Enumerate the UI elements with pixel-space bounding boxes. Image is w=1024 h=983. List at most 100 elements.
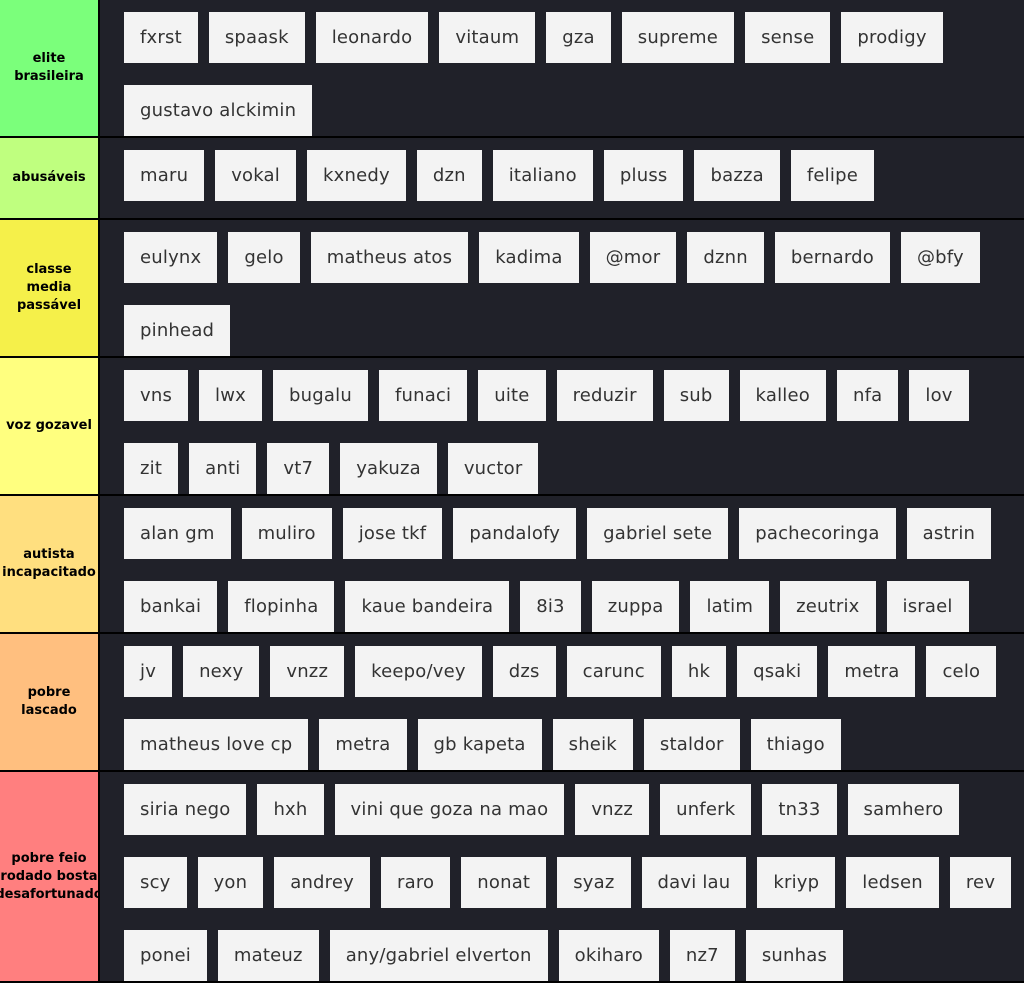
tier-item[interactable]: davi lau — [641, 857, 747, 908]
tier-item[interactable]: staldor — [643, 719, 740, 770]
tier-item[interactable]: pluss — [603, 150, 684, 201]
tier-item[interactable]: @bfy — [900, 232, 980, 283]
tier-item[interactable]: felipe — [790, 150, 874, 201]
tier-item[interactable]: jv — [124, 646, 173, 697]
tier-item[interactable]: gabriel sete — [587, 508, 729, 559]
tier-item[interactable]: spaask — [208, 12, 305, 63]
tier-item[interactable]: gza — [546, 12, 611, 63]
tier-item[interactable]: dzs — [492, 646, 556, 697]
tier-item[interactable]: any/gabriel elverton — [329, 930, 548, 981]
tier-label[interactable]: autista incapacitado — [0, 496, 100, 632]
tier-item[interactable]: syaz — [557, 857, 631, 908]
tier-item[interactable]: scy — [124, 857, 187, 908]
tier-item[interactable]: 8i3 — [520, 581, 581, 632]
tier-label[interactable]: abusáveis — [0, 138, 100, 218]
tier-item[interactable]: gb kapeta — [417, 719, 542, 770]
tier-item[interactable]: bugalu — [273, 370, 368, 421]
tier-item[interactable]: prodigy — [841, 12, 943, 63]
tier-item[interactable]: yakuza — [340, 443, 437, 494]
tier-item[interactable]: fxrst — [124, 12, 198, 63]
tier-item[interactable]: lwx — [199, 370, 263, 421]
tier-item[interactable]: qsaki — [737, 646, 818, 697]
tier-item[interactable]: israel — [886, 581, 969, 632]
tier-item[interactable]: celo — [926, 646, 997, 697]
tier-item[interactable]: nfa — [836, 370, 899, 421]
tier-item[interactable]: ledsen — [846, 857, 939, 908]
tier-item[interactable]: hk — [671, 646, 727, 697]
tier-item[interactable]: vini que goza na mao — [334, 784, 565, 835]
tier-item[interactable]: gelo — [228, 232, 300, 283]
tier-item[interactable]: zit — [124, 443, 179, 494]
tier-item[interactable]: flopinha — [228, 581, 335, 632]
tier-item[interactable]: dzn — [416, 150, 482, 201]
tier-item[interactable]: rev — [949, 857, 1012, 908]
tier-item[interactable]: dznn — [687, 232, 764, 283]
tier-item[interactable]: matheus atos — [310, 232, 469, 283]
tier-item[interactable]: zuppa — [591, 581, 680, 632]
tier-label[interactable]: pobre lascado — [0, 634, 100, 770]
tier-item[interactable]: latim — [690, 581, 770, 632]
tier-item[interactable]: nonat — [461, 857, 547, 908]
tier-item[interactable]: vt7 — [267, 443, 330, 494]
tier-item[interactable]: kaue bandeira — [345, 581, 510, 632]
tier-item[interactable]: kxnedy — [307, 150, 406, 201]
tier-item[interactable]: metra — [828, 646, 916, 697]
tier-item[interactable]: thiago — [750, 719, 841, 770]
tier-item[interactable]: supreme — [621, 12, 735, 63]
tier-item[interactable]: vnzz — [575, 784, 650, 835]
tier-item[interactable]: keepo/vey — [355, 646, 482, 697]
tier-item[interactable]: lov — [909, 370, 969, 421]
tier-item[interactable]: sunhas — [745, 930, 844, 981]
tier-item[interactable]: mateuz — [217, 930, 319, 981]
tier-item[interactable]: bankai — [124, 581, 218, 632]
tier-item[interactable]: italiano — [492, 150, 593, 201]
tier-item[interactable]: vuctor — [447, 443, 539, 494]
tier-item[interactable]: pachecoringa — [739, 508, 896, 559]
tier-label[interactable]: voz gozavel — [0, 358, 100, 494]
tier-item[interactable]: vns — [124, 370, 189, 421]
tier-item[interactable]: pandalofy — [453, 508, 577, 559]
tier-label[interactable]: elite brasileira — [0, 0, 100, 136]
tier-item[interactable]: hxh — [257, 784, 324, 835]
tier-item[interactable]: andrey — [274, 857, 371, 908]
tier-item[interactable]: kriyp — [757, 857, 836, 908]
tier-item[interactable]: bazza — [694, 150, 780, 201]
tier-item[interactable]: uite — [478, 370, 546, 421]
tier-item[interactable]: eulynx — [124, 232, 218, 283]
tier-item[interactable]: alan gm — [124, 508, 231, 559]
tier-item[interactable]: @mor — [589, 232, 677, 283]
tier-item[interactable]: sheik — [552, 719, 633, 770]
tier-item[interactable]: reduzir — [556, 370, 653, 421]
tier-item[interactable]: kadima — [479, 232, 579, 283]
tier-item[interactable]: tn33 — [762, 784, 837, 835]
tier-label[interactable]: pobre feio rodado bosta desafortunado — [0, 772, 100, 981]
tier-item[interactable]: vokal — [215, 150, 296, 201]
tier-item[interactable]: pinhead — [124, 305, 231, 356]
tier-item[interactable]: siria nego — [124, 784, 247, 835]
tier-item[interactable]: vitaum — [439, 12, 536, 63]
tier-item[interactable]: bernardo — [774, 232, 890, 283]
tier-item[interactable]: muliro — [241, 508, 332, 559]
tier-item[interactable]: matheus love cp — [124, 719, 309, 770]
tier-item[interactable]: vnzz — [270, 646, 345, 697]
tier-item[interactable]: leonardo — [315, 12, 429, 63]
tier-item[interactable]: sub — [663, 370, 729, 421]
tier-item[interactable]: okiharo — [558, 930, 659, 981]
tier-label[interactable]: classe media passável — [0, 220, 100, 356]
tier-item[interactable]: samhero — [847, 784, 960, 835]
tier-item[interactable]: metra — [319, 719, 407, 770]
tier-item[interactable]: anti — [189, 443, 257, 494]
tier-item[interactable]: raro — [381, 857, 451, 908]
tier-item[interactable]: jose tkf — [342, 508, 443, 559]
tier-item[interactable]: kalleo — [739, 370, 826, 421]
tier-item[interactable]: nz7 — [669, 930, 735, 981]
tier-item[interactable]: yon — [197, 857, 264, 908]
tier-item[interactable]: sense — [745, 12, 831, 63]
tier-item[interactable]: gustavo alckimin — [124, 85, 313, 136]
tier-item[interactable]: maru — [124, 150, 205, 201]
tier-item[interactable]: zeutrix — [780, 581, 876, 632]
tier-item[interactable]: unferk — [660, 784, 752, 835]
tier-item[interactable]: carunc — [566, 646, 661, 697]
tier-item[interactable]: ponei — [124, 930, 207, 981]
tier-item[interactable]: nexy — [183, 646, 260, 697]
